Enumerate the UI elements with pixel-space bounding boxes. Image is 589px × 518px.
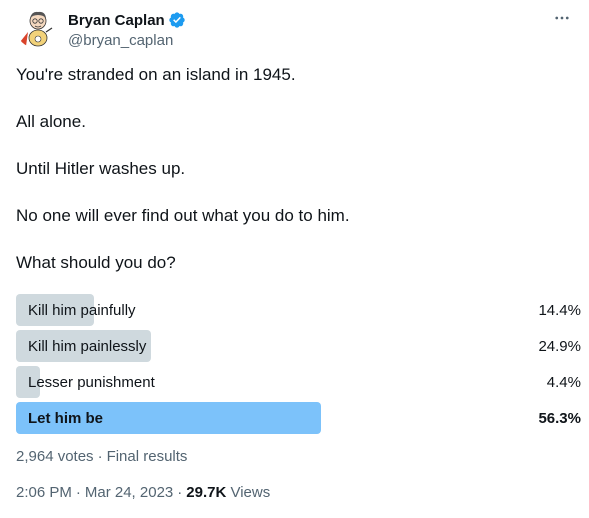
tweet-date[interactable]: Mar 24, 2023 [84, 484, 174, 501]
name-row: Bryan Caplan [68, 10, 186, 30]
separator-dot: · [177, 484, 183, 501]
poll: Kill him painfully 14.4% Kill him painle… [16, 294, 581, 438]
verified-badge-icon[interactable] [168, 11, 186, 29]
tweet-line: All alone. [16, 112, 86, 131]
poll-option-bar [16, 366, 40, 398]
separator-dot: · [75, 484, 81, 501]
poll-option: Kill him painfully 14.4% [16, 294, 581, 326]
poll-option-label: Kill him painfully [28, 301, 136, 319]
more-horizontal-icon[interactable] [551, 8, 573, 28]
poll-option: Lesser punishment 4.4% [16, 366, 581, 398]
poll-option-percent: 24.9% [538, 337, 581, 355]
poll-option-percent: 4.4% [546, 373, 581, 391]
separator-dot: · [97, 448, 103, 465]
author-display-name[interactable]: Bryan Caplan [68, 11, 165, 29]
tweet-line: Until Hitler washes up. [16, 159, 186, 178]
poll-option-winner: Let him be 56.3% [16, 402, 581, 434]
tweet-time[interactable]: 2:06 PM [16, 484, 72, 501]
views-count[interactable]: 29.7K [186, 484, 227, 501]
poll-option-bar [16, 294, 94, 326]
tweet-line: What should you do? [16, 253, 176, 272]
tweet-header: Bryan Caplan @bryan_caplan [16, 8, 573, 52]
poll-option-bar [16, 402, 321, 434]
poll-option-percent: 56.3% [538, 409, 581, 427]
author-handle[interactable]: @bryan_caplan [68, 32, 174, 49]
tweet-timestamp: 2:06 PM · Mar 24, 2023 · 29.7K Views [16, 484, 270, 501]
poll-option-percent: 14.4% [538, 301, 581, 319]
poll-summary: 2,964 votes · Final results [16, 448, 187, 465]
poll-option: Kill him painlessly 24.9% [16, 330, 581, 362]
tweet-line: You're stranded on an island in 1945. [16, 65, 296, 84]
tweet-line: No one will ever find out what you do to… [16, 206, 350, 225]
poll-vote-count: 2,964 votes [16, 448, 94, 465]
poll-status: Final results [106, 448, 188, 465]
tweet-text: You're stranded on an island in 1945. Al… [16, 64, 573, 274]
author-info: Bryan Caplan @bryan_caplan [68, 10, 186, 49]
poll-option-label: Let him be [28, 409, 104, 427]
views-label[interactable]: Views [230, 484, 271, 501]
avatar[interactable] [16, 8, 56, 48]
poll-option-bar [16, 330, 151, 362]
poll-option-label: Lesser punishment [28, 373, 155, 391]
poll-option-label: Kill him painlessly [28, 337, 147, 355]
